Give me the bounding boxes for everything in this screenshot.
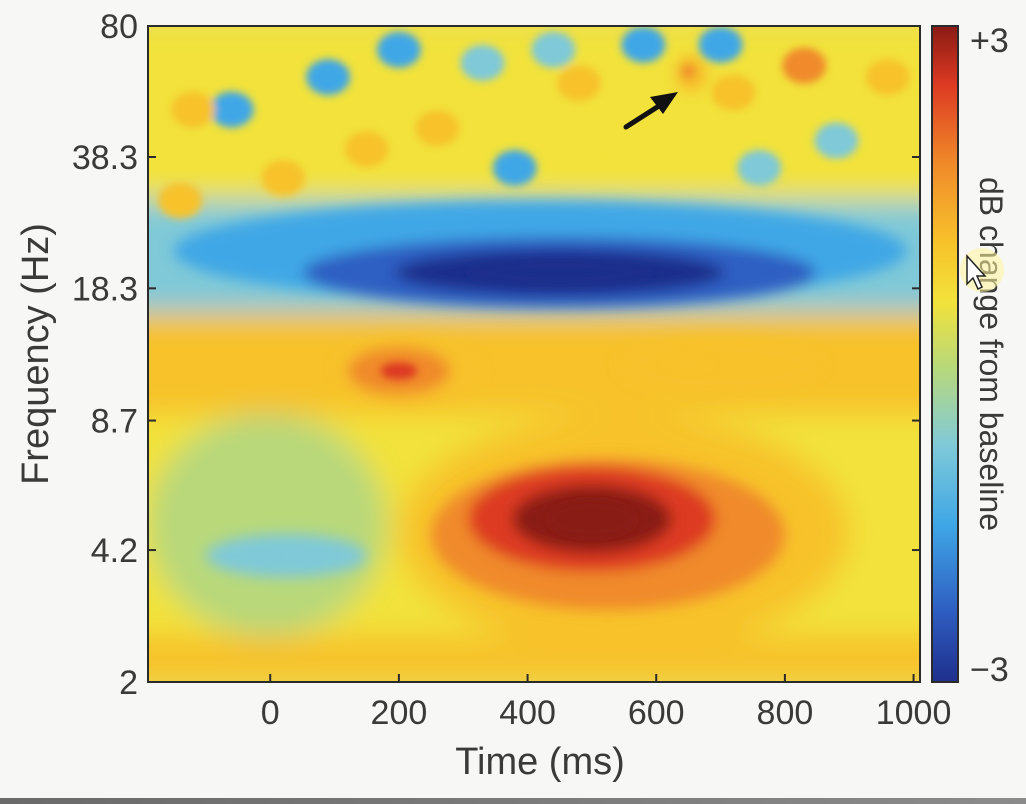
y-tick-label: 18.3 — [72, 270, 138, 308]
heatmap-texture-patch — [171, 91, 216, 128]
heatmap-texture-patch — [209, 91, 254, 128]
heatmap-field — [148, 26, 920, 682]
heatmap-texture-patch — [621, 26, 666, 63]
arrow-annotation-icon — [623, 92, 678, 130]
heatmap-region — [380, 362, 418, 380]
heatmap-texture-patch — [415, 110, 460, 147]
heatmap-texture-patch — [376, 31, 421, 68]
heatmap-texture-patch — [306, 59, 351, 96]
heatmap-texture-patch — [865, 59, 910, 96]
heatmap-texture-patch — [698, 26, 743, 63]
colorbar-title: dB change from baseline — [973, 177, 1009, 531]
x-tick-label: 200 — [371, 694, 428, 732]
heatmap-texture-patch — [814, 122, 859, 159]
heatmap-region — [684, 66, 693, 77]
heatmap-texture-patch — [492, 150, 537, 187]
y-tick-label: 2 — [119, 664, 138, 702]
heatmap-band — [148, 635, 920, 682]
x-tick-label: 0 — [261, 694, 280, 732]
heatmap-texture-patch — [460, 44, 505, 81]
heatmap-region — [148, 414, 387, 636]
heatmap-texture-patch — [582, 114, 627, 151]
plot-frame — [147, 25, 921, 683]
y-tick-label: 8.7 — [91, 403, 138, 441]
mouse-cursor-icon — [960, 248, 1004, 292]
x-tick-label: 400 — [499, 694, 556, 732]
heatmap-texture-patch — [344, 131, 389, 168]
heatmap-texture-patch — [158, 182, 203, 219]
y-tick-label: 38.3 — [72, 139, 138, 177]
heatmap-texture-patch — [557, 65, 602, 102]
heatmap-texture-patch — [737, 150, 782, 187]
colorbar — [931, 25, 959, 683]
x-tick-label: 1000 — [876, 694, 952, 732]
y-axis-title: Frequency (Hz) — [15, 223, 57, 485]
y-tick-label: 4.2 — [91, 532, 138, 570]
heatmap-texture-patch — [531, 31, 576, 68]
heatmap-region — [288, 553, 329, 565]
heatmap-texture-patch — [782, 47, 827, 84]
x-tick-label: 600 — [628, 694, 685, 732]
colorbar-max-label: +3 — [970, 22, 1009, 60]
x-tick-label: 800 — [757, 694, 814, 732]
y-axis: 80 38.3 18.3 8.7 4.2 2 — [72, 8, 920, 702]
x-axis: 0 200 400 600 800 1000 — [261, 674, 952, 732]
heatmap-texture-patch — [711, 74, 756, 111]
heatmap-band — [148, 312, 920, 415]
y-tick-label: 80 — [100, 8, 138, 46]
x-axis-title: Time (ms) — [455, 741, 625, 783]
heatmap-texture-patch — [261, 160, 306, 197]
heatmap-region — [547, 500, 637, 538]
heatmap-region — [662, 355, 715, 371]
heatmap-region — [468, 259, 652, 286]
colorbar-min-label: −3 — [970, 651, 1009, 689]
window-bottom-edge — [0, 798, 1026, 804]
